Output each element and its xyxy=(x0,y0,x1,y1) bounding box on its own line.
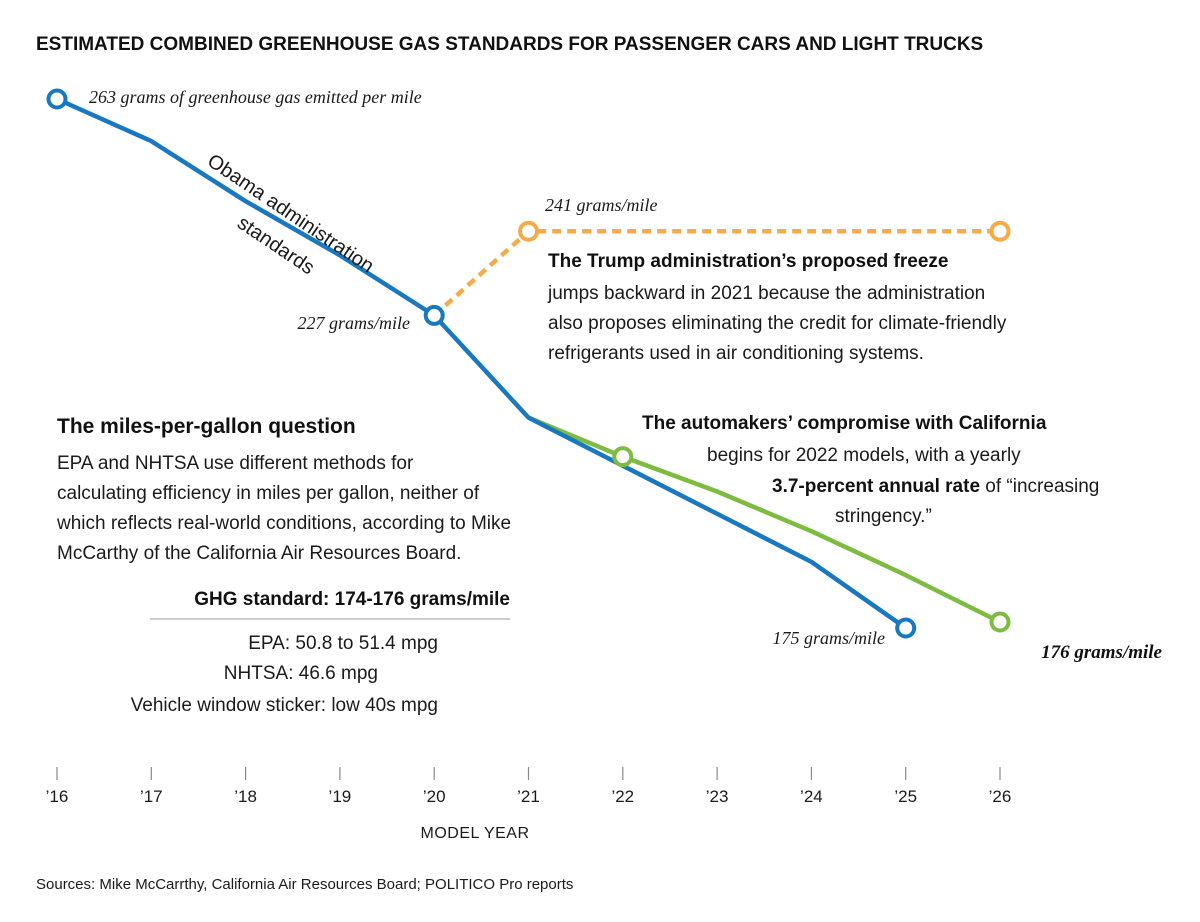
x-tick-label: ’19 xyxy=(329,787,352,806)
mpg-row-nhtsa: NHTSA: 46.6 mpg xyxy=(224,663,378,684)
label-freeze-2021-value: 241 grams/mile xyxy=(545,195,658,215)
compromise-annotation-line: begins for 2022 models, with a yearly xyxy=(707,445,1021,466)
mpg-body-line: EPA and NHTSA use different methods for xyxy=(57,453,414,474)
data-point-marker xyxy=(46,88,68,110)
compromise-annotation-heading: The automakers’ compromise with Californ… xyxy=(642,413,1047,434)
trump-annotation-heading: The Trump administration’s proposed free… xyxy=(548,251,948,272)
series-line xyxy=(527,415,1002,625)
compromise-rate: 3.7-percent annual rate xyxy=(772,476,980,497)
data-point-marker xyxy=(989,220,1011,242)
x-tick-label: ’17 xyxy=(140,787,163,806)
trump-annotation-line: refrigerants used in air conditioning sy… xyxy=(548,343,924,364)
compromise-annotation: The automakers’ compromise with Californ… xyxy=(642,413,1099,527)
x-tick-label: ’26 xyxy=(989,787,1012,806)
x-tick-label: ’20 xyxy=(423,787,446,806)
mpg-body-line: which reflects real-world conditions, ac… xyxy=(56,513,511,534)
data-point-marker xyxy=(518,220,539,242)
trump-annotation: The Trump administration’s proposed free… xyxy=(547,251,1007,364)
x-tick-label: ’18 xyxy=(234,787,257,806)
x-tick-label: ’22 xyxy=(611,787,634,806)
x-axis-label: MODEL YEAR xyxy=(420,825,529,842)
x-tick-label: ’23 xyxy=(706,787,729,806)
mpg-row-label: NHTSA: xyxy=(224,663,294,684)
label-obama-2025-value: 175 grams/mile xyxy=(773,628,886,648)
mpg-row-value: 50.8 to 51.4 mpg xyxy=(295,633,438,654)
data-point-marker xyxy=(989,611,1011,633)
data-point-marker xyxy=(895,617,917,639)
mpg-body-line: McCarthy of the California Air Resources… xyxy=(57,543,461,564)
mpg-row-label: Vehicle window sticker: xyxy=(131,695,326,716)
x-axis: ’16 ’17 ’18 ’19 ’20 ’21 ’22 ’23 ’24 ’25 ’26 xyxy=(46,767,1012,806)
data-point-marker xyxy=(612,446,634,468)
mpg-row-sticker: Vehicle window sticker: low 40s mpg xyxy=(131,695,438,716)
mpg-subheading: GHG standard: 174-176 grams/mile xyxy=(194,589,510,610)
mpg-heading: The miles-per-gallon question xyxy=(57,415,356,438)
x-tick-label: ’16 xyxy=(46,787,69,806)
mpg-row-label: EPA: xyxy=(248,633,290,654)
series-line xyxy=(56,96,907,630)
mpg-row-value: 46.6 mpg xyxy=(299,663,378,684)
mpg-row-value: low 40s mpg xyxy=(331,695,438,716)
trump-annotation-line: jumps backward in 2021 because the admin… xyxy=(547,283,985,304)
mpg-row-epa: EPA: 50.8 to 51.4 mpg xyxy=(248,633,438,654)
chart-title: ESTIMATED COMBINED GREENHOUSE GAS STANDA… xyxy=(36,34,983,55)
compromise-rate-rest: of “increasing xyxy=(980,476,1099,497)
x-tick-label: ’24 xyxy=(800,787,823,806)
x-tick-label: ’25 xyxy=(894,787,917,806)
source-note: Sources: Mike McCarrthy, California Air … xyxy=(36,876,573,893)
compromise-annotation-line: stringency.” xyxy=(835,506,932,527)
compromise-annotation-rate-line: 3.7-percent annual rate of “increasing xyxy=(772,476,1099,497)
trump-annotation-line: also proposes eliminating the credit for… xyxy=(548,313,1007,334)
mpg-body-line: calculating efficiency in miles per gall… xyxy=(57,483,480,504)
marker-layer xyxy=(46,88,1011,639)
label-compromise-2026-value: 176 grams/mile xyxy=(1041,642,1162,663)
x-tick-label: ’21 xyxy=(517,787,540,806)
label-obama-2020-value: 227 grams/mile xyxy=(298,313,411,333)
label-start-value: 263 grams of greenhouse gas emitted per … xyxy=(89,87,422,107)
mpg-box: The miles-per-gallon question EPA and NH… xyxy=(56,415,511,716)
data-point-marker xyxy=(423,304,445,326)
